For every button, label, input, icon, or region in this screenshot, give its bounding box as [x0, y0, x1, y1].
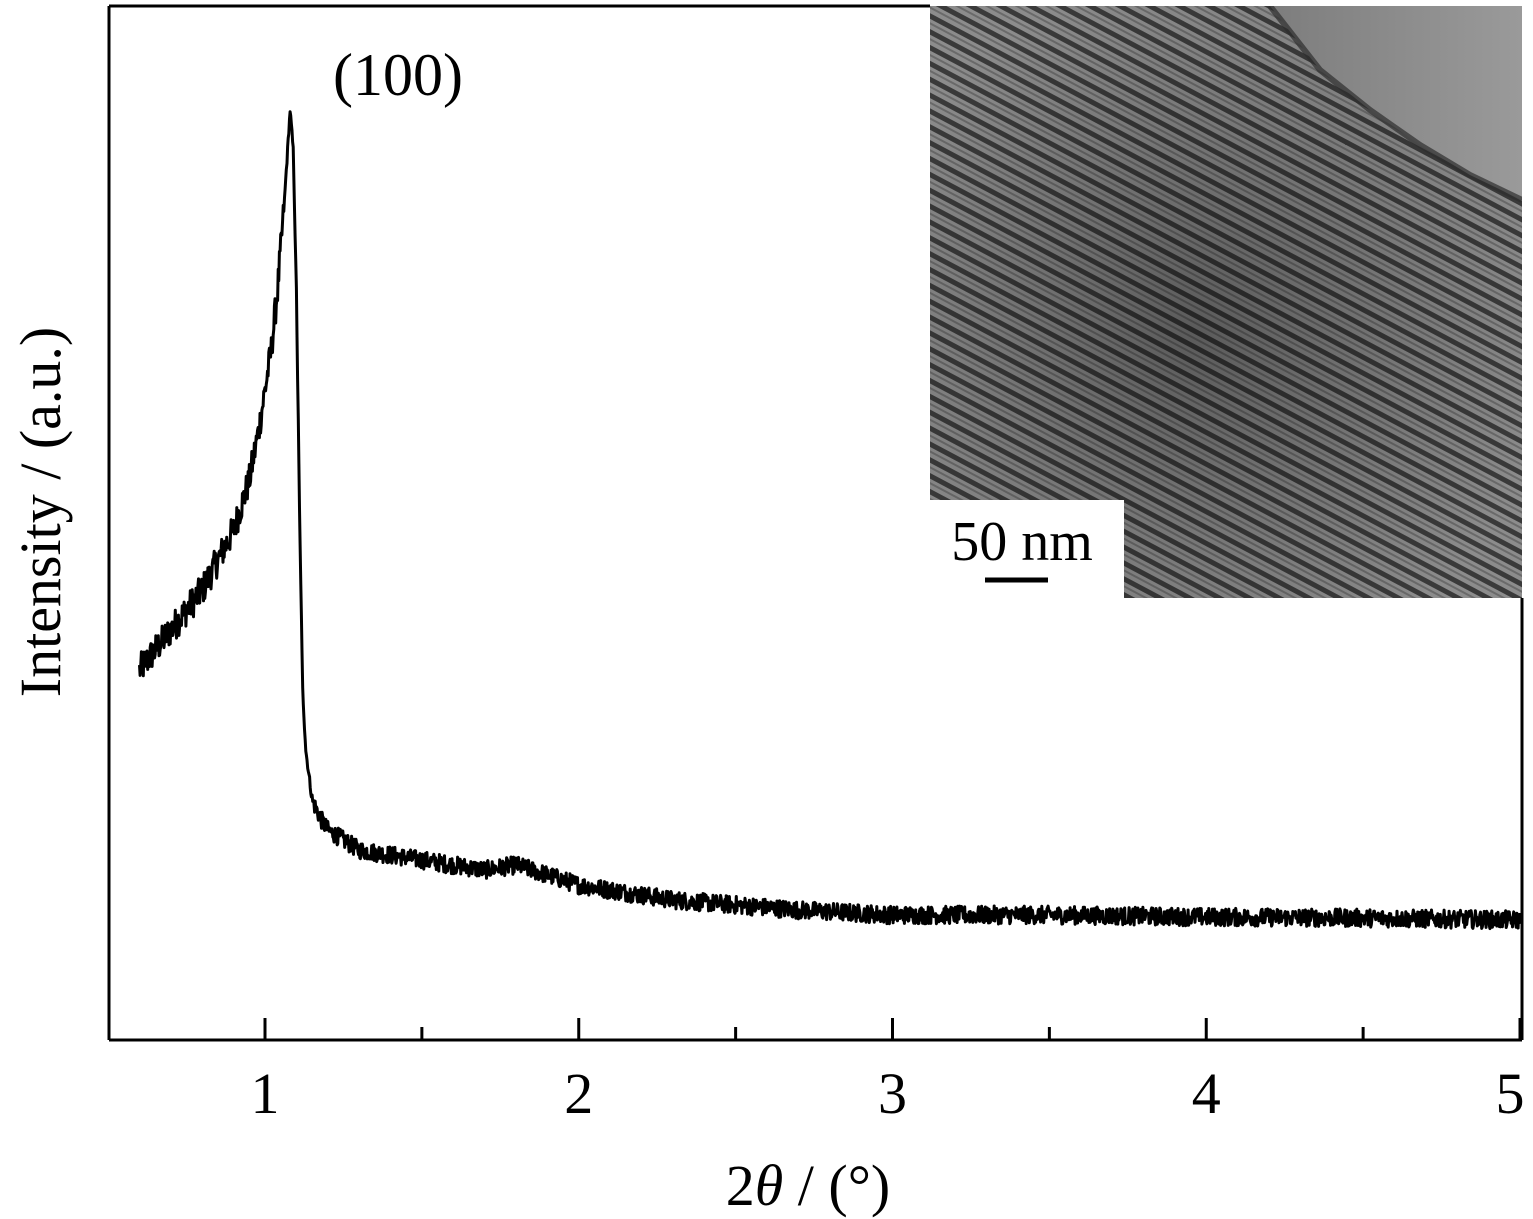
x-tick-label: 4 — [1192, 1061, 1221, 1126]
x-axis-tick-labels: 1 2 3 4 5 — [251, 1061, 1525, 1126]
x-tick-label: 3 — [878, 1061, 907, 1126]
x-axis-ticks — [263, 1018, 1522, 1040]
tem-vacuum-region — [1270, 6, 1522, 200]
scale-bar-label: 50 nm — [951, 511, 1093, 573]
x-tick-label: 5 — [1496, 1061, 1525, 1126]
x-tick-label: 1 — [251, 1061, 280, 1126]
tem-inset-image — [930, 6, 1522, 598]
plot-frame — [107, 4, 1524, 1042]
y-axis-label: Intensity / (a.u.) — [8, 327, 73, 697]
x-tick-label: 2 — [564, 1061, 593, 1126]
x-axis-label: 2θ / (°) — [726, 1153, 890, 1218]
series-line — [138, 110, 1522, 931]
peak-annotation: (100) — [333, 42, 463, 108]
tem-particle-edge — [1267, 6, 1522, 203]
